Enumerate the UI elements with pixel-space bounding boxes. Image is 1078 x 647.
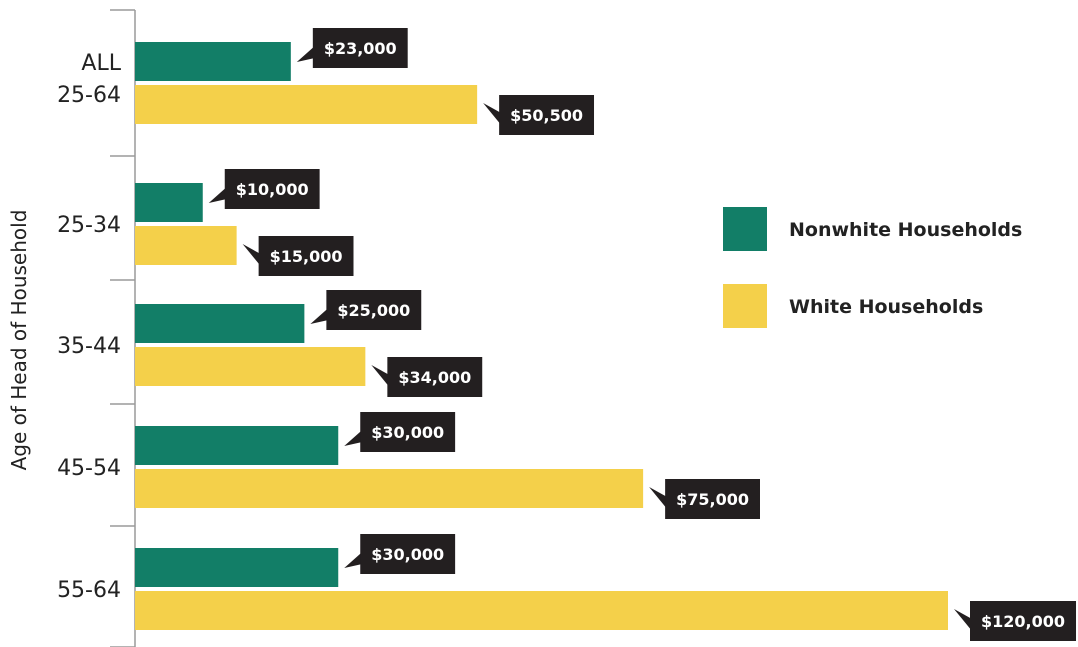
- legend-swatch-nonwhite: [723, 207, 767, 251]
- bar-white: [135, 347, 366, 386]
- legend-swatch-white: [723, 284, 767, 328]
- svg-text:$30,000: $30,000: [371, 423, 444, 442]
- y-axis-title: Age of Head of Household: [7, 210, 31, 471]
- value-label: $23,000: [296, 28, 408, 68]
- bar-white: [135, 226, 237, 265]
- value-label: $34,000: [371, 357, 483, 397]
- value-label: $15,000: [242, 236, 354, 276]
- svg-text:$120,000: $120,000: [981, 612, 1065, 631]
- legend-label: White Households: [789, 296, 983, 318]
- bar-nonwhite: [135, 42, 291, 81]
- value-label: $10,000: [208, 169, 320, 209]
- value-label: $75,000: [649, 479, 760, 519]
- bar-white: [135, 85, 478, 124]
- category-label: 25-34: [57, 213, 121, 238]
- category-label: ALL: [81, 51, 121, 76]
- svg-text:$23,000: $23,000: [324, 39, 397, 58]
- bar-nonwhite: [135, 426, 339, 465]
- bar-white: [135, 591, 948, 630]
- bar-white: [135, 469, 644, 508]
- svg-text:$75,000: $75,000: [676, 490, 749, 509]
- bar-nonwhite: [135, 183, 203, 222]
- bar-nonwhite: [135, 548, 339, 587]
- value-label: $25,000: [310, 290, 422, 330]
- category-label: 45-54: [57, 456, 121, 481]
- legend-label: Nonwhite Households: [789, 219, 1022, 241]
- svg-text:$15,000: $15,000: [270, 247, 343, 266]
- svg-text:$50,500: $50,500: [510, 106, 583, 125]
- value-label: $120,000: [954, 601, 1077, 641]
- category-label: 25-64: [57, 83, 121, 108]
- value-label: $50,500: [483, 95, 595, 135]
- svg-text:$34,000: $34,000: [398, 368, 471, 387]
- svg-text:$30,000: $30,000: [371, 545, 444, 564]
- category-label: 35-44: [57, 334, 121, 359]
- svg-text:$25,000: $25,000: [337, 301, 410, 320]
- value-label: $30,000: [344, 534, 456, 574]
- legend: Nonwhite Households White Households: [723, 207, 1022, 328]
- svg-text:$10,000: $10,000: [236, 180, 309, 199]
- value-label: $30,000: [344, 412, 456, 452]
- bar-nonwhite: [135, 304, 305, 343]
- category-label: 55-64: [57, 578, 121, 603]
